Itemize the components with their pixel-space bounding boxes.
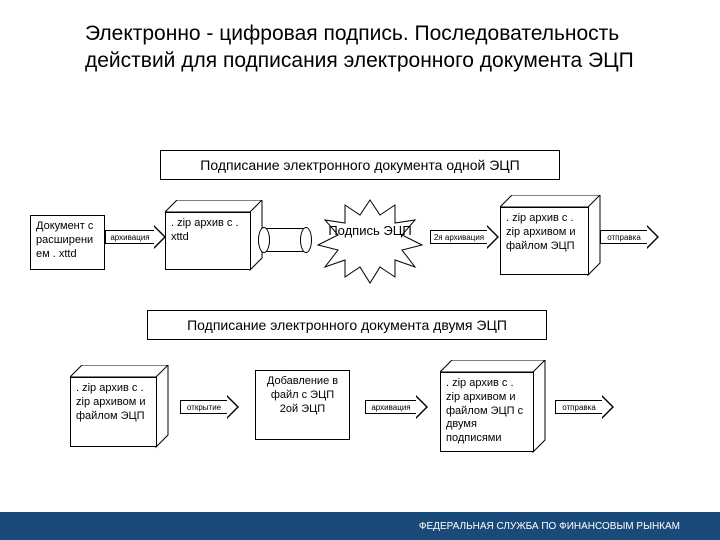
- s2-node-add: Добавление в файл с ЭЦП 2ой ЭЦП: [255, 370, 350, 440]
- footer-bar: ФЕДЕРАЛЬНАЯ СЛУЖБА ПО ФИНАНСОВЫМ РЫНКАМ: [0, 512, 720, 540]
- s1-node-document: Документ с расширени ем . xttd: [30, 215, 105, 270]
- page-title: Электронно - цифровая подпись. Последова…: [85, 20, 665, 75]
- section1-header: Подписание электронного документа одной …: [160, 150, 560, 180]
- s1-starburst: Подпись ЭЦП: [310, 195, 430, 290]
- section2-header: Подписание электронного документа двумя …: [147, 310, 547, 340]
- footer-text: ФЕДЕРАЛЬНАЯ СЛУЖБА ПО ФИНАНСОВЫМ РЫНКАМ: [419, 521, 680, 532]
